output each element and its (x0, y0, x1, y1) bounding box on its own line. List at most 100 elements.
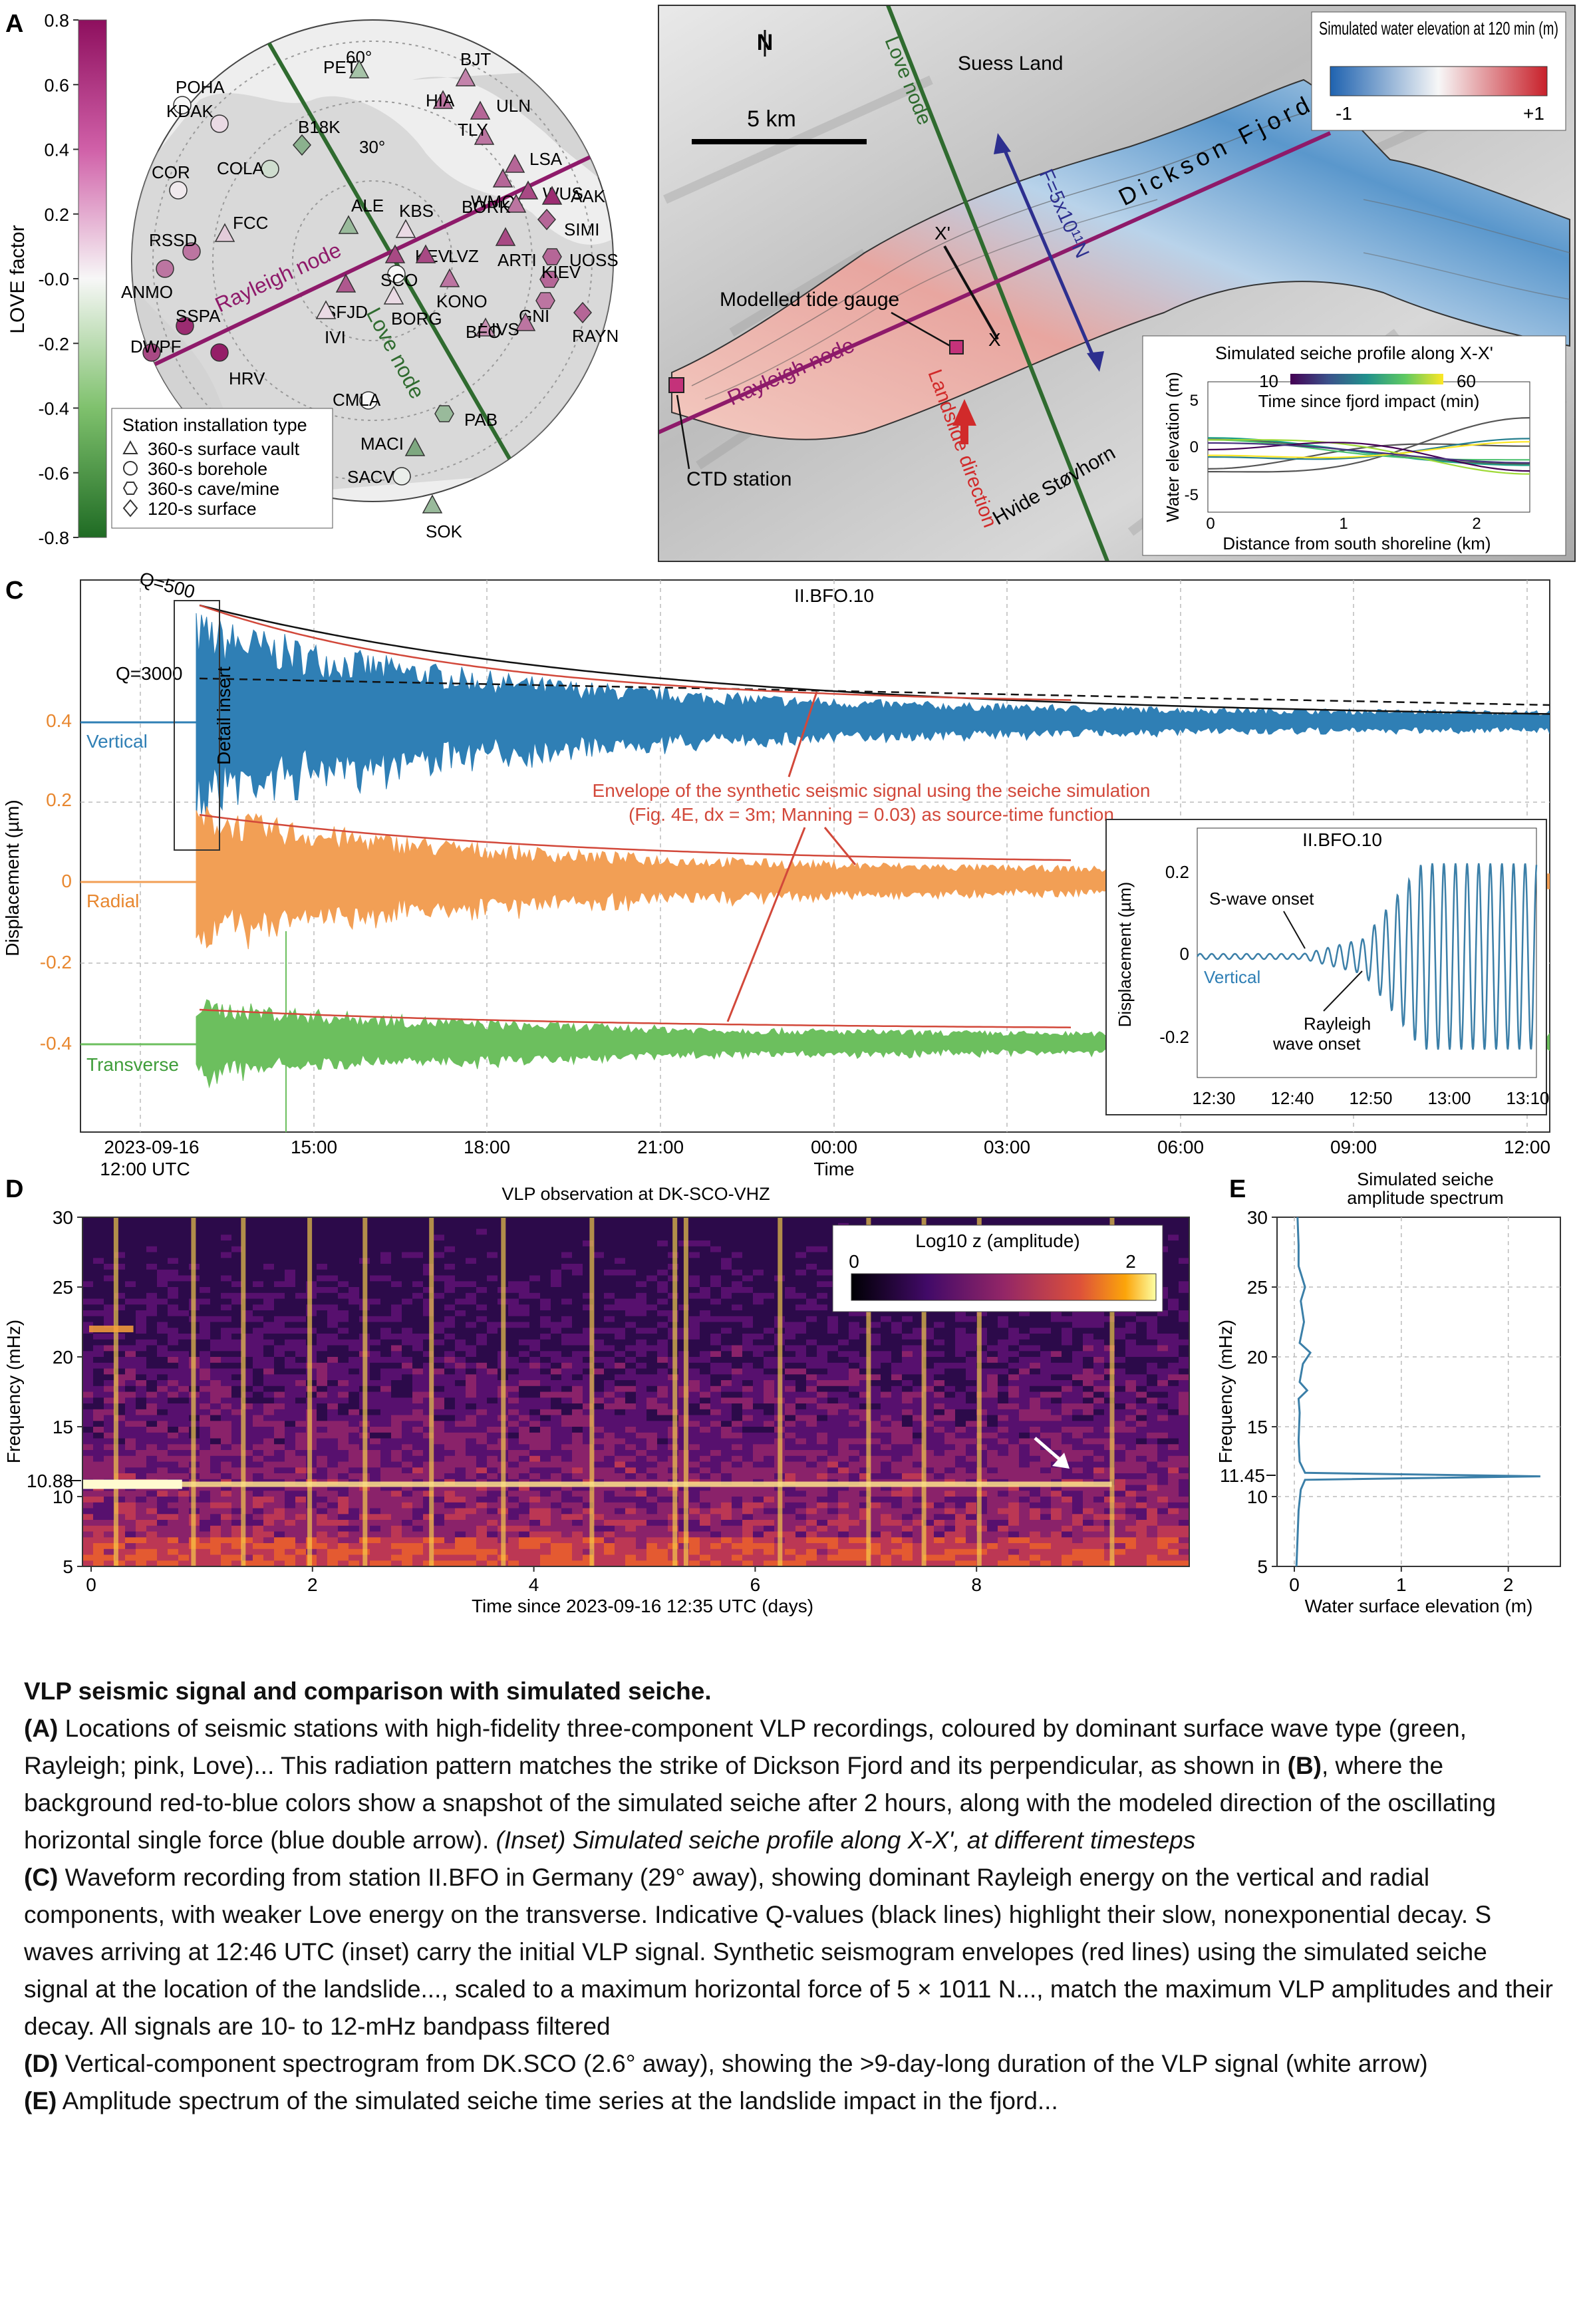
spectrogram-cell (114, 1252, 126, 1258)
spectrogram-cell (104, 1362, 115, 1370)
spectrogram-cell (200, 1491, 211, 1497)
spectrogram-cell (540, 1473, 551, 1480)
spectrogram-cell (466, 1525, 477, 1532)
station-label: KDAK (166, 101, 214, 121)
spectrogram-cell (561, 1298, 573, 1305)
spectrogram-cell (561, 1543, 573, 1550)
spectrogram-cell (519, 1450, 530, 1457)
spectrogram-cell (423, 1316, 434, 1323)
spectrogram-cell (732, 1380, 743, 1387)
spectrogram-cell (231, 1502, 243, 1509)
spectrogram-cell (785, 1473, 796, 1480)
spectrogram-cell (561, 1246, 573, 1253)
spectrogram-cell (657, 1473, 668, 1480)
spectrogram-cell (434, 1508, 445, 1515)
spectrogram-cell (455, 1485, 466, 1491)
spectrogram-cell (168, 1229, 179, 1235)
spectrogram-cell (263, 1229, 275, 1235)
spectrogram-cell (785, 1415, 796, 1421)
spectrogram-cell (274, 1368, 285, 1375)
spectrogram-cell (285, 1357, 296, 1364)
spectrogram-cell (412, 1351, 424, 1358)
spectrogram-cell (636, 1374, 647, 1381)
spectrogram-cell (593, 1491, 605, 1497)
spectrogram-cell (604, 1473, 615, 1480)
spectrogram-cell (114, 1246, 126, 1253)
spectrogram-cell (253, 1362, 264, 1370)
spectrogram-cell (732, 1444, 743, 1451)
spectrogram-cell (593, 1269, 605, 1276)
spectrogram-cell (529, 1351, 541, 1358)
spectrogram-cell (370, 1322, 381, 1328)
spectrogram-cell (636, 1554, 647, 1561)
station-rayn: RAYN (572, 301, 619, 346)
spectrogram-cell (806, 1292, 817, 1300)
spectrogram-cell (572, 1351, 583, 1358)
spectrogram-cell (476, 1467, 488, 1474)
spectrogram-cell (508, 1217, 519, 1224)
spectrogram-cell (380, 1380, 392, 1387)
spectrogram-cell (604, 1432, 615, 1439)
spectrogram-cell (253, 1485, 264, 1491)
spectrogram-cell (391, 1485, 402, 1491)
spectrogram-cell (646, 1403, 658, 1410)
spectrogram-cell (551, 1508, 562, 1515)
spectrogram-cell (817, 1264, 828, 1270)
spectrogram-cell (742, 1497, 754, 1503)
spectrogram-cell (625, 1415, 637, 1421)
spectrogram-cell (317, 1385, 328, 1393)
spectrogram-cell (380, 1438, 392, 1445)
spectrogram-cell (263, 1432, 275, 1439)
spectrogram-cell (593, 1385, 605, 1393)
spectrogram-cell (444, 1525, 456, 1532)
spectrogram-cell (146, 1275, 158, 1282)
spectrogram-cell (253, 1444, 264, 1451)
spectrogram-cell (551, 1304, 562, 1311)
spectrogram-cell (593, 1246, 605, 1253)
spectrogram-cell (444, 1328, 456, 1334)
spectrogram-cell (508, 1235, 519, 1241)
spectrogram-cell (646, 1229, 658, 1235)
spectrogram-cell (721, 1304, 732, 1311)
spectrogram-cell (370, 1485, 381, 1491)
spectrogram-cell (721, 1520, 732, 1526)
spectrogram-cell (891, 1357, 903, 1364)
spectrogram-cell (391, 1491, 402, 1497)
spectrogram-cell (529, 1229, 541, 1235)
spectrogram-cell (764, 1258, 775, 1264)
spectrogram-cell (508, 1508, 519, 1515)
spectrogram-cell (721, 1485, 732, 1491)
spectrogram-cell (721, 1444, 732, 1451)
spectrogram-cell (253, 1497, 264, 1503)
spectrogram-cell (221, 1351, 232, 1358)
spectrogram-cell (710, 1467, 722, 1474)
spectrogram-cell (178, 1246, 190, 1253)
triangle-icon (404, 437, 426, 456)
hexagon-icon (434, 405, 454, 422)
spectrogram-cell (242, 1264, 253, 1270)
spectrogram-cell (434, 1385, 445, 1393)
spectrogram-cell (785, 1328, 796, 1334)
station-lvz: LVZ (415, 244, 479, 266)
spectrogram-cell (891, 1374, 903, 1381)
spectrogram-cell (593, 1497, 605, 1503)
spectrogram-cell (742, 1531, 754, 1538)
spectrogram-cell (157, 1444, 168, 1451)
spectrogram-cell (742, 1264, 754, 1270)
spectrogram-cell (338, 1525, 349, 1532)
station-label: KONO (436, 291, 488, 311)
spectrogram-cell (82, 1334, 94, 1340)
spectrogram-cell (349, 1554, 360, 1561)
spectrogram-cell (210, 1240, 221, 1247)
spectrogram-cell (487, 1292, 498, 1300)
spectrogram-cell (444, 1485, 456, 1491)
spectrogram-cell (806, 1397, 817, 1404)
spectrogram-cell (402, 1258, 413, 1264)
spectrogram-cell (764, 1240, 775, 1247)
spectrogram-cell (210, 1554, 221, 1561)
spectrogram-cell (285, 1491, 296, 1497)
spectrogram-cell (817, 1491, 828, 1497)
spectrogram-cell (764, 1351, 775, 1358)
spectrogram-cell (434, 1246, 445, 1253)
label-transverse: Transverse (86, 1054, 179, 1075)
